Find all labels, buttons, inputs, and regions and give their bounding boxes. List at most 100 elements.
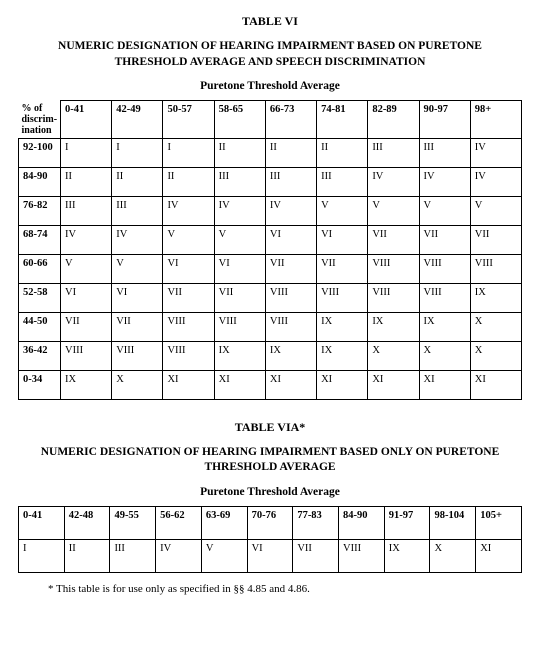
col-header: 74-81 bbox=[317, 101, 368, 139]
cell: V bbox=[317, 196, 368, 225]
col-header: 49-55 bbox=[110, 506, 156, 539]
cell: VII bbox=[419, 225, 470, 254]
col-header: 42-49 bbox=[112, 101, 163, 139]
cell: IV bbox=[156, 539, 202, 572]
col-header: 105+ bbox=[476, 506, 522, 539]
cell: IX bbox=[470, 283, 521, 312]
cell: V bbox=[470, 196, 521, 225]
col-header: 77-83 bbox=[293, 506, 339, 539]
cell: II bbox=[214, 138, 265, 167]
cell: VIII bbox=[339, 539, 385, 572]
cell: II bbox=[64, 539, 110, 572]
cell: X bbox=[368, 341, 419, 370]
row-header: 60-66 bbox=[19, 254, 61, 283]
row-header: 68-74 bbox=[19, 225, 61, 254]
cell: I bbox=[61, 138, 112, 167]
cell: III bbox=[110, 539, 156, 572]
table6-heading: NUMERIC DESIGNATION OF HEARING IMPAIRMEN… bbox=[35, 39, 505, 70]
cell: IV bbox=[214, 196, 265, 225]
cell: VIII bbox=[317, 283, 368, 312]
cell: XI bbox=[265, 370, 316, 399]
cell: III bbox=[368, 138, 419, 167]
col-header: 98-104 bbox=[430, 506, 476, 539]
cell: X bbox=[470, 341, 521, 370]
cell: V bbox=[419, 196, 470, 225]
cell: IV bbox=[61, 225, 112, 254]
cell: III bbox=[419, 138, 470, 167]
cell: X bbox=[112, 370, 163, 399]
cell: VII bbox=[470, 225, 521, 254]
table6a-title: TABLE VIA* bbox=[18, 420, 522, 435]
cell: II bbox=[112, 167, 163, 196]
table6-subhead: Puretone Threshold Average bbox=[18, 80, 522, 92]
col-header: 56-62 bbox=[156, 506, 202, 539]
cell: VII bbox=[61, 312, 112, 341]
cell: VII bbox=[265, 254, 316, 283]
cell: V bbox=[163, 225, 214, 254]
cell: XI bbox=[214, 370, 265, 399]
cell: VIII bbox=[368, 283, 419, 312]
cell: VIII bbox=[265, 312, 316, 341]
cell: III bbox=[214, 167, 265, 196]
cell: IX bbox=[61, 370, 112, 399]
cell: IV bbox=[470, 138, 521, 167]
col-header: 82-89 bbox=[368, 101, 419, 139]
cell: VI bbox=[247, 539, 293, 572]
table6a-heading: NUMERIC DESIGNATION OF HEARING IMPAIRMEN… bbox=[35, 445, 505, 476]
col-header: 98+ bbox=[470, 101, 521, 139]
cell: II bbox=[61, 167, 112, 196]
row-header: 92-100 bbox=[19, 138, 61, 167]
cell: V bbox=[214, 225, 265, 254]
cell: VI bbox=[214, 254, 265, 283]
cell: IX bbox=[214, 341, 265, 370]
cell: VI bbox=[163, 254, 214, 283]
cell: VII bbox=[293, 539, 339, 572]
cell: IX bbox=[419, 312, 470, 341]
cell: VIII bbox=[368, 254, 419, 283]
cell: V bbox=[61, 254, 112, 283]
cell: XI bbox=[163, 370, 214, 399]
col-header: 42-48 bbox=[64, 506, 110, 539]
cell: VIII bbox=[61, 341, 112, 370]
cell: IV bbox=[470, 167, 521, 196]
cell: III bbox=[61, 196, 112, 225]
cell: IX bbox=[265, 341, 316, 370]
col-header: 0-41 bbox=[61, 101, 112, 139]
cell: X bbox=[430, 539, 476, 572]
cell: III bbox=[112, 196, 163, 225]
col-header: 84-90 bbox=[339, 506, 385, 539]
cell: VIII bbox=[470, 254, 521, 283]
cell: VI bbox=[265, 225, 316, 254]
row-header: 84-90 bbox=[19, 167, 61, 196]
cell: XI bbox=[476, 539, 522, 572]
col-header: 0-41 bbox=[19, 506, 65, 539]
table6a: 0-4142-4849-5556-6263-6970-7677-8384-909… bbox=[18, 506, 522, 573]
cell: IV bbox=[265, 196, 316, 225]
table6a-subhead: Puretone Threshold Average bbox=[18, 486, 522, 498]
cell: IV bbox=[368, 167, 419, 196]
cell: XI bbox=[368, 370, 419, 399]
cell: XI bbox=[470, 370, 521, 399]
cell: II bbox=[265, 138, 316, 167]
cell: IV bbox=[112, 225, 163, 254]
cell: II bbox=[163, 167, 214, 196]
cell: VII bbox=[317, 254, 368, 283]
cell: VIII bbox=[163, 312, 214, 341]
cell: VIII bbox=[112, 341, 163, 370]
cell: II bbox=[317, 138, 368, 167]
cell: I bbox=[163, 138, 214, 167]
cell: X bbox=[419, 341, 470, 370]
cell: VI bbox=[61, 283, 112, 312]
cell: IX bbox=[384, 539, 430, 572]
col-header: 66-73 bbox=[265, 101, 316, 139]
cell: VIII bbox=[265, 283, 316, 312]
cell: VII bbox=[214, 283, 265, 312]
cell: VIII bbox=[214, 312, 265, 341]
cell: VIII bbox=[419, 254, 470, 283]
cell: IX bbox=[317, 341, 368, 370]
cell: IV bbox=[163, 196, 214, 225]
row-axis-label: % ofdiscrim-ination bbox=[19, 101, 61, 139]
row-header: 52-58 bbox=[19, 283, 61, 312]
cell: V bbox=[112, 254, 163, 283]
cell: VII bbox=[163, 283, 214, 312]
